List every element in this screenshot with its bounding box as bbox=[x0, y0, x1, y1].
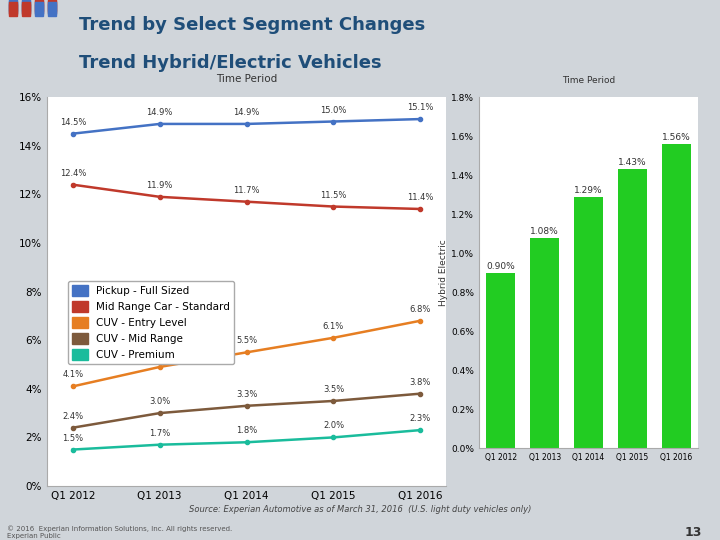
Text: 3.3%: 3.3% bbox=[236, 390, 257, 399]
Text: 0.90%: 0.90% bbox=[487, 262, 515, 271]
Text: 2.0%: 2.0% bbox=[323, 421, 344, 430]
Line: CUV - Mid Range: CUV - Mid Range bbox=[71, 392, 423, 430]
Y-axis label: Hybrid Electric: Hybrid Electric bbox=[439, 239, 448, 306]
CUV - Entry Level bbox=[156, 364, 164, 370]
Text: 3.8%: 3.8% bbox=[410, 377, 431, 387]
Bar bbox=[9, 4, 17, 16]
Line: Mid Range Car - Standard: Mid Range Car - Standard bbox=[71, 183, 423, 211]
Bar bbox=[531, 238, 559, 448]
Bar bbox=[22, 0, 30, 11]
Text: 11.7%: 11.7% bbox=[233, 186, 260, 195]
CUV - Entry Level bbox=[68, 383, 77, 390]
Text: 4.1%: 4.1% bbox=[63, 370, 84, 380]
CUV - Mid Range bbox=[156, 410, 164, 416]
Mid Range Car - Standard bbox=[156, 194, 164, 200]
Text: 1.43%: 1.43% bbox=[618, 158, 647, 167]
Text: 5.5%: 5.5% bbox=[236, 336, 257, 346]
CUV - Premium bbox=[156, 442, 164, 448]
CUV - Entry Level bbox=[416, 318, 425, 324]
Text: 12.4%: 12.4% bbox=[60, 168, 86, 178]
Mid Range Car - Standard bbox=[416, 206, 425, 212]
CUV - Premium bbox=[329, 434, 338, 441]
Text: 1.29%: 1.29% bbox=[575, 186, 603, 195]
Text: 1.56%: 1.56% bbox=[662, 133, 690, 142]
CUV - Mid Range bbox=[243, 403, 251, 409]
Text: 1.5%: 1.5% bbox=[63, 434, 84, 443]
Text: 3.5%: 3.5% bbox=[323, 385, 344, 394]
Bar bbox=[35, 1, 43, 12]
Text: 6.8%: 6.8% bbox=[410, 305, 431, 314]
Text: 11.5%: 11.5% bbox=[320, 191, 346, 200]
Text: 14.5%: 14.5% bbox=[60, 118, 86, 127]
Legend: Pickup - Full Sized, Mid Range Car - Standard, CUV - Entry Level, CUV - Mid Rang: Pickup - Full Sized, Mid Range Car - Sta… bbox=[68, 281, 234, 364]
Bar bbox=[9, 0, 17, 11]
Bar bbox=[9, 1, 17, 12]
Text: 1.7%: 1.7% bbox=[149, 429, 171, 438]
Bar bbox=[48, 1, 56, 12]
Bar bbox=[22, 2, 30, 14]
CUV - Premium bbox=[68, 446, 77, 453]
Bar bbox=[487, 273, 515, 448]
Text: 13: 13 bbox=[685, 526, 702, 539]
Bar bbox=[35, 0, 43, 11]
Pickup - Full Sized bbox=[156, 121, 164, 127]
Bar bbox=[48, 0, 56, 11]
Bar bbox=[575, 197, 603, 448]
Text: Trend by Select Segment Changes: Trend by Select Segment Changes bbox=[79, 16, 426, 34]
Bar bbox=[662, 144, 690, 448]
CUV - Mid Range bbox=[68, 424, 77, 431]
CUV - Mid Range bbox=[329, 397, 338, 404]
CUV - Premium bbox=[416, 427, 425, 433]
Text: Trend Hybrid/Electric Vehicles: Trend Hybrid/Electric Vehicles bbox=[79, 54, 382, 72]
Line: Pickup - Full Sized: Pickup - Full Sized bbox=[71, 117, 423, 136]
Bar bbox=[22, 4, 30, 16]
Pickup - Full Sized bbox=[329, 118, 338, 125]
Bar bbox=[22, 1, 30, 12]
CUV - Mid Range bbox=[416, 390, 425, 397]
Text: 15.0%: 15.0% bbox=[320, 105, 346, 114]
Bar bbox=[35, 2, 43, 14]
Text: 6.1%: 6.1% bbox=[323, 322, 344, 331]
Pickup - Full Sized bbox=[416, 116, 425, 123]
Mid Range Car - Standard bbox=[68, 181, 77, 188]
X-axis label: Time Period: Time Period bbox=[562, 76, 615, 85]
Pickup - Full Sized bbox=[68, 131, 77, 137]
Text: 1.08%: 1.08% bbox=[531, 227, 559, 235]
Text: 4.9%: 4.9% bbox=[149, 351, 171, 360]
X-axis label: Time Period: Time Period bbox=[216, 73, 277, 84]
Text: 11.9%: 11.9% bbox=[147, 181, 173, 190]
Text: 2.3%: 2.3% bbox=[410, 414, 431, 423]
Bar bbox=[9, 2, 17, 14]
Mid Range Car - Standard bbox=[329, 203, 338, 210]
Pickup - Full Sized bbox=[243, 121, 251, 127]
CUV - Entry Level bbox=[329, 335, 338, 341]
CUV - Entry Level bbox=[243, 349, 251, 356]
Text: © 2016  Experian Information Solutions, Inc. All rights reserved.
Experian Publi: © 2016 Experian Information Solutions, I… bbox=[7, 525, 233, 539]
Text: 3.0%: 3.0% bbox=[149, 397, 171, 406]
Line: CUV - Entry Level: CUV - Entry Level bbox=[71, 319, 423, 388]
Bar bbox=[48, 2, 56, 14]
Text: 1.8%: 1.8% bbox=[236, 426, 257, 435]
Text: 15.1%: 15.1% bbox=[407, 103, 433, 112]
Bar bbox=[618, 170, 647, 448]
CUV - Premium bbox=[243, 439, 251, 446]
Text: 14.9%: 14.9% bbox=[147, 108, 173, 117]
Text: Hybrid/Electric
Vehicles: Hybrid/Electric Vehicles bbox=[546, 105, 639, 127]
Text: 14.9%: 14.9% bbox=[233, 108, 260, 117]
Line: CUV - Premium: CUV - Premium bbox=[71, 428, 423, 451]
Bar bbox=[35, 4, 43, 16]
Mid Range Car - Standard bbox=[243, 199, 251, 205]
Text: 2.4%: 2.4% bbox=[63, 411, 84, 421]
Text: 11.4%: 11.4% bbox=[407, 193, 433, 202]
Text: Source: Experian Automotive as of March 31, 2016  (U.S. light duty vehicles only: Source: Experian Automotive as of March … bbox=[189, 505, 531, 514]
Bar bbox=[48, 4, 56, 16]
